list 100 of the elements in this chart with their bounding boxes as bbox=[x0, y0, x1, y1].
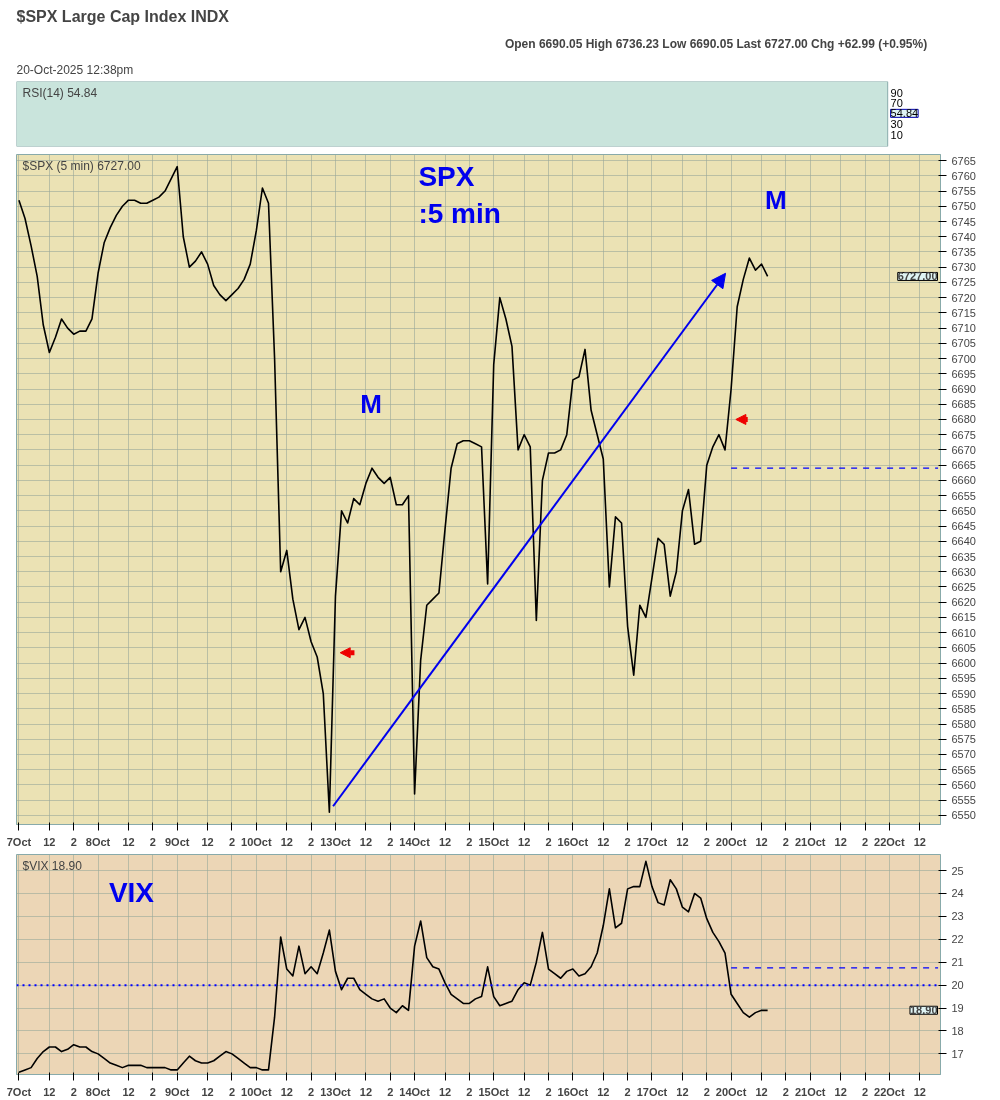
y-tick-label: 6655 bbox=[951, 489, 976, 502]
x-tick-label: 22Oct bbox=[874, 1085, 905, 1098]
x-tick-label: 7Oct bbox=[6, 1085, 32, 1098]
annotation: :5 min bbox=[418, 198, 501, 230]
text: 30 bbox=[890, 117, 903, 130]
x-tick-label: 14Oct bbox=[399, 835, 431, 848]
y-tick-label: 6730 bbox=[951, 261, 976, 274]
x-tick-label: 2 bbox=[703, 835, 710, 848]
y-tick-label: 6645 bbox=[951, 520, 976, 533]
x-tick-label: 20Oct bbox=[715, 835, 747, 848]
y-tick-label: 6620 bbox=[951, 596, 976, 609]
x-tick-label: 12 bbox=[43, 835, 56, 848]
y-tick-label: 23 bbox=[951, 910, 964, 923]
annotation: VIX bbox=[108, 876, 155, 908]
x-tick-label: 12 bbox=[834, 1085, 847, 1098]
x-tick-label: 2 bbox=[545, 835, 552, 848]
y-tick-label: 6575 bbox=[951, 733, 976, 746]
y-tick-label: 6585 bbox=[951, 702, 976, 715]
y-tick-label: 6580 bbox=[951, 718, 976, 730]
x-tick-label: 2 bbox=[70, 835, 77, 848]
x-tick-label: 2 bbox=[782, 1085, 789, 1098]
x-tick-label: 13Oct bbox=[320, 835, 352, 848]
y-tick-label: 6715 bbox=[951, 306, 976, 319]
x-tick-label: 17Oct bbox=[636, 1085, 668, 1098]
y-tick-label: 6705 bbox=[951, 337, 976, 350]
x-tick-label: 12 bbox=[597, 1085, 610, 1098]
x-tick-label: 14Oct bbox=[399, 1085, 431, 1098]
x-tick-label: 12 bbox=[676, 835, 689, 848]
x-tick-label: 2 bbox=[387, 835, 394, 848]
y-tick-label: 6665 bbox=[951, 459, 976, 472]
x-tick-label: 21Oct bbox=[794, 835, 826, 848]
y-tick-label: 6565 bbox=[951, 763, 976, 776]
x-tick-label: 12 bbox=[280, 1085, 293, 1098]
x-tick-label: 22Oct bbox=[874, 835, 905, 848]
y-tick-label: 6720 bbox=[951, 291, 976, 304]
text: $SPX Large Cap Index INDX bbox=[16, 7, 230, 25]
y-tick-label: 6760 bbox=[951, 169, 976, 182]
x-tick-label: 12 bbox=[359, 835, 373, 848]
annotation: $VIX 18.90 bbox=[22, 858, 83, 873]
y-tick-label: 6670 bbox=[951, 443, 976, 456]
y-tick-label: 6615 bbox=[951, 611, 976, 624]
y-tick-label: 6685 bbox=[951, 398, 976, 411]
x-tick-label: 2 bbox=[149, 835, 156, 848]
y-tick-label: 6710 bbox=[951, 322, 976, 335]
y-tick-label: 24 bbox=[951, 887, 964, 900]
y-tick-label: 6765 bbox=[951, 154, 976, 167]
text: 54.84 bbox=[890, 107, 919, 120]
x-tick-label: 12 bbox=[913, 835, 926, 848]
y-tick-label: 6745 bbox=[951, 215, 976, 228]
y-tick-label: 19 bbox=[951, 1002, 964, 1015]
y-tick-label: 6610 bbox=[951, 626, 976, 639]
x-tick-label: 8Oct bbox=[85, 835, 111, 848]
x-tick-label: 15Oct bbox=[478, 1085, 510, 1098]
x-tick-label: 12 bbox=[438, 1085, 452, 1098]
x-tick-label: 12 bbox=[201, 1085, 214, 1098]
annotation: 6727.00 bbox=[897, 270, 938, 283]
text: 10 bbox=[890, 129, 903, 142]
x-tick-label: 12 bbox=[359, 1085, 373, 1098]
y-tick-label: 6650 bbox=[951, 504, 976, 517]
y-tick-label: 6560 bbox=[951, 778, 976, 791]
x-tick-label: 2 bbox=[387, 1085, 394, 1098]
text: 90 bbox=[890, 86, 903, 99]
x-tick-label: 2 bbox=[228, 1085, 236, 1098]
x-tick-label: 2 bbox=[308, 1085, 315, 1098]
x-tick-label: 16Oct bbox=[557, 835, 589, 848]
x-tick-label: 12 bbox=[834, 835, 847, 848]
x-tick-label: 15Oct bbox=[478, 835, 510, 848]
annotation: M bbox=[360, 389, 382, 419]
x-tick-label: 12 bbox=[201, 835, 214, 848]
y-tick-label: 21 bbox=[951, 956, 964, 969]
x-tick-label: 12 bbox=[122, 835, 135, 848]
x-tick-label: 12 bbox=[597, 835, 610, 848]
x-tick-label: 2 bbox=[466, 1085, 473, 1098]
line-series bbox=[18, 860, 769, 1074]
y-tick-label: 6755 bbox=[951, 185, 976, 198]
y-tick-label: 22 bbox=[951, 933, 964, 946]
y-tick-label: 6605 bbox=[951, 641, 976, 654]
x-tick-label: 16Oct bbox=[557, 1085, 589, 1098]
y-tick-label: 6695 bbox=[951, 367, 976, 380]
y-tick-label: 17 bbox=[951, 1047, 964, 1060]
text: 70 bbox=[890, 96, 903, 109]
x-tick-label: 12 bbox=[755, 835, 768, 848]
y-tick-label: 6625 bbox=[951, 580, 976, 593]
x-tick-label: 8Oct bbox=[85, 1085, 111, 1098]
annotation: M bbox=[764, 184, 787, 215]
x-tick-label: 12 bbox=[280, 835, 293, 848]
x-tick-label: 7Oct bbox=[6, 835, 32, 848]
text: RSI(14) 54.84 bbox=[22, 85, 98, 100]
x-tick-label: 10Oct bbox=[241, 835, 272, 848]
y-tick-label: 6735 bbox=[951, 245, 976, 258]
y-tick-label: 6550 bbox=[951, 809, 976, 822]
x-tick-label: 12 bbox=[43, 1085, 56, 1098]
x-tick-label: 2 bbox=[149, 1085, 156, 1098]
y-tick-label: 25 bbox=[951, 864, 964, 877]
y-tick-label: 6700 bbox=[951, 352, 976, 365]
x-tick-label: 12 bbox=[518, 1085, 531, 1098]
x-tick-label: 12 bbox=[676, 1085, 689, 1098]
x-tick-label: 20Oct bbox=[715, 1085, 747, 1098]
y-tick-label: 6630 bbox=[951, 565, 976, 578]
y-tick-label: 6740 bbox=[951, 230, 976, 243]
